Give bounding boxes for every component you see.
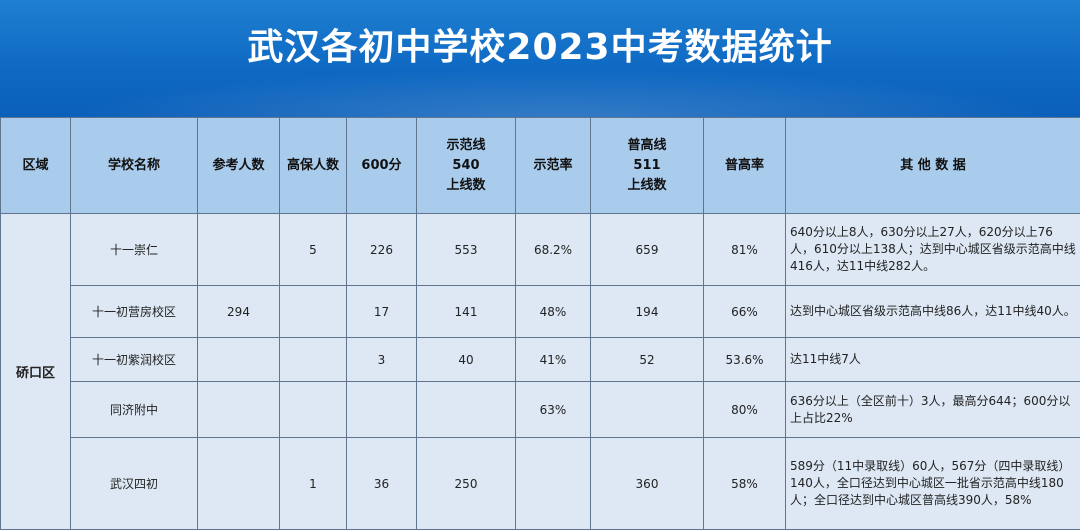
header-score600: 600分 xyxy=(346,117,417,214)
header-general-line: 普高线 511 上线数 xyxy=(590,117,704,214)
school-name: 十一初紫润校区 xyxy=(70,337,198,382)
header-model-rate: 示范率 xyxy=(515,117,591,214)
region-cell: 硚口区 xyxy=(0,213,71,530)
table-row: 武汉四初 1 36 250 360 58% 589分（11中录取线）60人，56… xyxy=(1,437,1080,530)
general-count-cell xyxy=(590,381,704,438)
page-title: 武汉各初中学校2023中考数据统计 xyxy=(247,26,833,68)
participants-cell xyxy=(197,337,280,382)
model-rate-cell: 68.2% xyxy=(515,213,591,286)
guaranteed-cell: 1 xyxy=(279,437,347,530)
school-name: 十一崇仁 xyxy=(70,213,198,286)
other-data-cell: 达11中线7人 xyxy=(785,337,1080,382)
school-name: 十一初营房校区 xyxy=(70,285,198,338)
header-region: 区域 xyxy=(0,117,71,214)
participants-cell xyxy=(197,213,280,286)
participants-cell xyxy=(197,381,280,438)
guaranteed-cell xyxy=(279,285,347,338)
table-header-row: 区域 学校名称 参考人数 高保人数 600分 示范线 540 上线数 示范率 普… xyxy=(0,117,1080,214)
other-data-cell: 达到中心城区省级示范高中线86人，达11中线40人。 xyxy=(785,285,1080,338)
model-rate-cell: 41% xyxy=(515,337,591,382)
stats-table: 区域 学校名称 参考人数 高保人数 600分 示范线 540 上线数 示范率 普… xyxy=(0,117,1080,530)
model-count-cell: 250 xyxy=(416,437,516,530)
header-participants: 参考人数 xyxy=(197,117,280,214)
model-count-cell xyxy=(416,381,516,438)
general-count-cell: 194 xyxy=(590,285,704,338)
general-count-cell: 52 xyxy=(590,337,704,382)
score600-cell: 3 xyxy=(346,337,417,382)
score600-cell: 226 xyxy=(346,213,417,286)
header-guaranteed: 高保人数 xyxy=(279,117,347,214)
table-row: 十一初营房校区 294 17 141 48% 194 66% 达到中心城区省级示… xyxy=(1,285,1080,338)
header-model-line-3: 上线数 xyxy=(446,177,486,193)
general-rate-cell: 53.6% xyxy=(703,337,786,382)
general-rate-cell: 66% xyxy=(703,285,786,338)
header-general-line-3: 上线数 xyxy=(627,177,667,193)
table-row: 硚口区 十一崇仁 5 226 553 68.2% 659 81% 640分以上8… xyxy=(0,213,1080,530)
general-rate-cell: 80% xyxy=(703,381,786,438)
header-other: 其 他 数 据 xyxy=(785,117,1080,214)
model-count-cell: 141 xyxy=(416,285,516,338)
other-data-cell: 640分以上8人，630分以上27人，620分以上76人，610分以上138人；… xyxy=(785,213,1080,286)
header-model-line-1: 示范线 xyxy=(446,137,486,153)
school-name: 武汉四初 xyxy=(70,437,198,530)
model-rate-cell: 48% xyxy=(515,285,591,338)
score600-cell: 36 xyxy=(346,437,417,530)
header-model-line-2: 540 xyxy=(452,157,480,173)
guaranteed-cell xyxy=(279,381,347,438)
score600-cell: 17 xyxy=(346,285,417,338)
guaranteed-cell: 5 xyxy=(279,213,347,286)
model-rate-cell: 63% xyxy=(515,381,591,438)
score600-cell xyxy=(346,381,417,438)
model-count-cell: 553 xyxy=(416,213,516,286)
general-count-cell: 659 xyxy=(590,213,704,286)
school-name: 同济附中 xyxy=(70,381,198,438)
header-general-line-1: 普高线 xyxy=(627,137,667,153)
header-model-line: 示范线 540 上线数 xyxy=(416,117,516,214)
other-data-cell: 589分（11中录取线）60人，567分（四中录取线）140人，全口径达到中心城… xyxy=(785,437,1080,530)
model-count-cell: 40 xyxy=(416,337,516,382)
title-banner: 武汉各初中学校2023中考数据统计 xyxy=(0,0,1080,117)
participants-cell xyxy=(197,437,280,530)
table-row: 十一初紫润校区 3 40 41% 52 53.6% 达11中线7人 xyxy=(1,337,1080,382)
header-school: 学校名称 xyxy=(70,117,198,214)
header-general-line-2: 511 xyxy=(633,157,661,173)
model-rate-cell xyxy=(515,437,591,530)
general-rate-cell: 58% xyxy=(703,437,786,530)
header-general-rate: 普高率 xyxy=(703,117,786,214)
table-row: 同济附中 63% 80% 636分以上（全区前十）3人，最高分644；600分以… xyxy=(1,381,1080,438)
other-data-cell: 636分以上（全区前十）3人，最高分644；600分以上占比22% xyxy=(785,381,1080,438)
general-count-cell: 360 xyxy=(590,437,704,530)
participants-cell: 294 xyxy=(197,285,280,338)
general-rate-cell: 81% xyxy=(703,213,786,286)
guaranteed-cell xyxy=(279,337,347,382)
